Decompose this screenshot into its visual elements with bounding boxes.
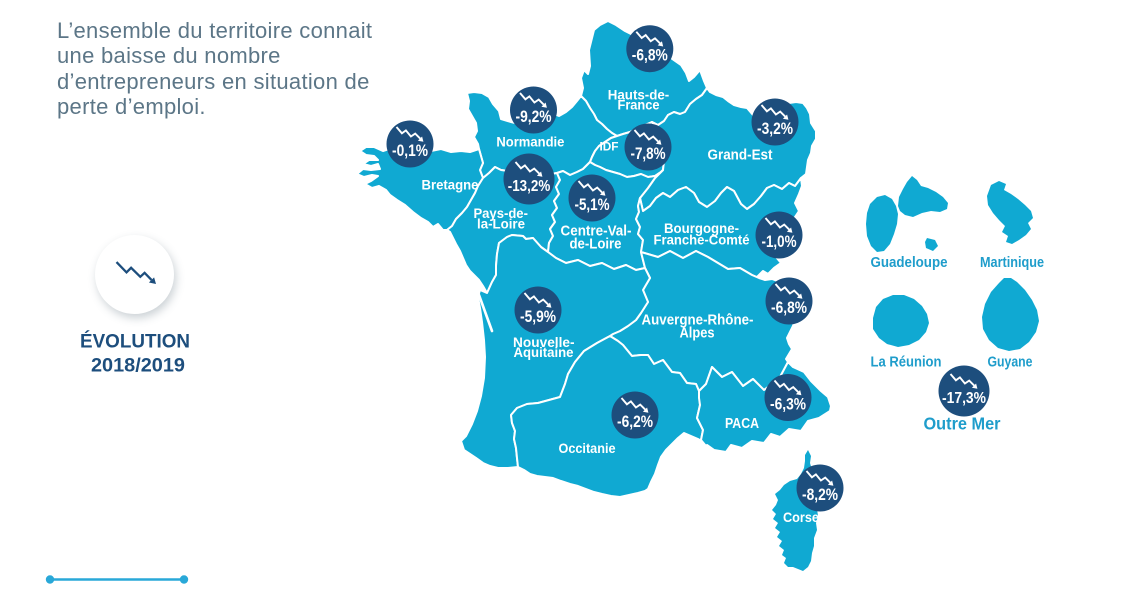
svg-text:Pays-de-: Pays-de-: [473, 206, 528, 221]
svg-text:Outre Mer: Outre Mer: [924, 414, 1001, 434]
svg-text:-1,0%: -1,0%: [762, 233, 797, 251]
svg-text:-6,8%: -6,8%: [632, 47, 668, 65]
svg-text:Nouvelle-: Nouvelle-: [513, 335, 575, 350]
svg-text:Franche-Comté: Franche-Comté: [654, 233, 750, 248]
svg-text:-0,1%: -0,1%: [392, 142, 428, 160]
svg-text:-13,2%: -13,2%: [508, 178, 551, 195]
svg-text:La Réunion: La Réunion: [871, 355, 942, 371]
svg-text:France: France: [618, 98, 660, 113]
svg-text:2018/2019: 2018/2019: [91, 356, 185, 377]
svg-text:Guadeloupe: Guadeloupe: [871, 255, 948, 271]
svg-text:Hauts-de-: Hauts-de-: [608, 88, 670, 103]
svg-text:-5,1%: -5,1%: [575, 196, 610, 214]
svg-text:Guyane: Guyane: [988, 355, 1033, 371]
svg-text:PACA: PACA: [725, 416, 759, 432]
svg-text:Centre-Val-: Centre-Val-: [561, 223, 632, 240]
svg-text:Normandie: Normandie: [496, 134, 564, 150]
svg-text:Grand-Est: Grand-Est: [708, 148, 773, 164]
svg-text:-5,9%: -5,9%: [520, 308, 556, 326]
svg-text:la-Loire: la-Loire: [477, 217, 525, 232]
svg-text:-17,3%: -17,3%: [942, 390, 986, 407]
svg-text:ÉVOLUTION: ÉVOLUTION: [80, 331, 190, 353]
svg-text:Auvergne-Rhône-: Auvergne-Rhône-: [642, 313, 754, 329]
svg-text:-6,8%: -6,8%: [771, 299, 807, 317]
svg-text:-3,2%: -3,2%: [757, 120, 793, 138]
svg-text:-6,2%: -6,2%: [617, 413, 653, 431]
svg-text:Bourgogne-: Bourgogne-: [664, 221, 739, 236]
svg-text:-6,3%: -6,3%: [770, 395, 806, 413]
svg-text:de-Loire: de-Loire: [570, 236, 622, 253]
svg-text:IDF: IDF: [600, 142, 619, 154]
svg-text:-9,2%: -9,2%: [516, 108, 552, 126]
svg-text:Martinique: Martinique: [980, 255, 1044, 271]
svg-text:Bretagne: Bretagne: [422, 177, 479, 193]
svg-text:-8,2%: -8,2%: [802, 486, 838, 504]
svg-text:Alpes: Alpes: [680, 326, 715, 342]
svg-text:Aquitaine: Aquitaine: [514, 345, 574, 360]
svg-text:Occitanie: Occitanie: [559, 440, 616, 456]
svg-text:-7,8%: -7,8%: [631, 145, 666, 163]
svg-text:Corse: Corse: [783, 509, 819, 525]
